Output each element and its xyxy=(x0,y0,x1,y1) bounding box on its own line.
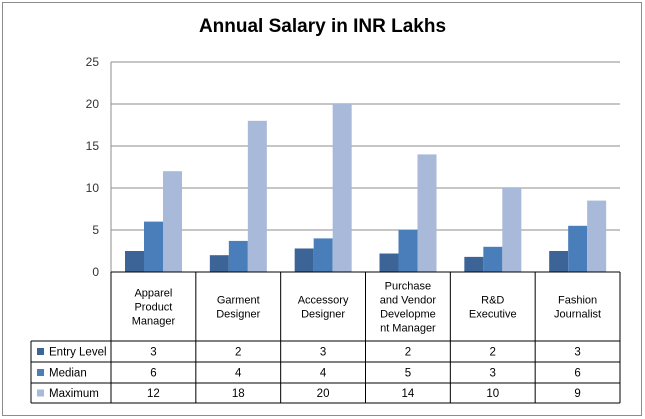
bar-median xyxy=(483,246,503,272)
category-label: Executive xyxy=(469,309,517,321)
table-cell-value: 10 xyxy=(486,388,499,400)
table-cell-value: 3 xyxy=(150,347,156,359)
table-cell-value: 18 xyxy=(232,388,245,400)
legend-label: Entry Level xyxy=(49,347,107,359)
bar-median xyxy=(144,221,163,272)
table-cell-value: 4 xyxy=(320,368,327,380)
bar-median xyxy=(228,240,248,272)
category-label: R&D xyxy=(481,295,504,307)
table-cell-value: 12 xyxy=(147,388,160,400)
bar-maximum xyxy=(163,171,182,272)
legend-label: Maximum xyxy=(49,388,99,400)
bar-entry-level xyxy=(379,253,399,272)
legend-key xyxy=(37,369,44,376)
category-label: Developme xyxy=(380,309,436,321)
table-cell-value: 2 xyxy=(405,347,411,359)
bar-entry-level xyxy=(294,248,314,272)
category-label: Purchase xyxy=(385,281,431,293)
table-cell-value: 6 xyxy=(150,368,156,380)
bars xyxy=(125,104,607,272)
legend-key xyxy=(37,348,44,355)
bar-entry-level xyxy=(549,251,569,272)
y-tick-label: 15 xyxy=(86,139,100,153)
category-label: Designer xyxy=(216,309,260,321)
data-table: Apparel Product Manager Garment Designer Acce… xyxy=(30,271,621,404)
category-label: Manager xyxy=(132,316,176,328)
bar-entry-level xyxy=(464,256,484,272)
y-tick-label: 0 xyxy=(92,265,99,279)
category-label: nt Manager xyxy=(380,323,436,335)
bar-maximum xyxy=(502,188,522,272)
category-label: Accessory xyxy=(298,295,349,307)
bar-entry-level xyxy=(125,251,144,272)
category-label: Fashion xyxy=(558,295,597,307)
bar-maximum xyxy=(417,154,437,272)
y-tick-label: 10 xyxy=(86,181,100,195)
y-tick-label: 20 xyxy=(86,97,100,111)
table-cell-value: 5 xyxy=(405,368,411,380)
table-cell-value: 2 xyxy=(235,347,241,359)
table-cell-value: 3 xyxy=(574,347,580,359)
bar-median xyxy=(313,238,333,272)
category-label: Product xyxy=(134,302,172,314)
bar-entry-level xyxy=(209,255,229,272)
y-tick-label: 25 xyxy=(86,55,100,69)
category-label: Apparel xyxy=(134,288,172,300)
legend-key xyxy=(37,389,44,397)
category-label: Journalist xyxy=(554,309,601,321)
table-cell-value: 20 xyxy=(317,388,330,400)
bar-median xyxy=(568,225,588,272)
y-axis-ticks: 0 5 10 15 20 25 xyxy=(86,55,100,279)
bar-median xyxy=(398,230,418,272)
chart-title: Annual Salary in INR Lakhs xyxy=(198,16,447,37)
table-cell-value: 3 xyxy=(490,368,496,380)
table-cell-value: 9 xyxy=(574,388,580,400)
category-label: and Vendor xyxy=(380,295,437,307)
gridlines xyxy=(110,61,620,273)
legend-label: Median xyxy=(49,368,87,380)
table-cell-value: 4 xyxy=(235,368,242,380)
table-cell-value: 6 xyxy=(574,368,580,380)
bar-maximum xyxy=(247,120,267,272)
category-label: Designer xyxy=(301,309,345,321)
bar-maximum xyxy=(332,104,352,272)
y-tick-label: 5 xyxy=(92,223,99,237)
table-cell-value: 2 xyxy=(490,347,496,359)
table-cell-value: 3 xyxy=(320,347,326,359)
category-label: Garment xyxy=(217,295,260,307)
bar-maximum xyxy=(587,200,607,272)
table-cell-value: 14 xyxy=(402,388,415,400)
